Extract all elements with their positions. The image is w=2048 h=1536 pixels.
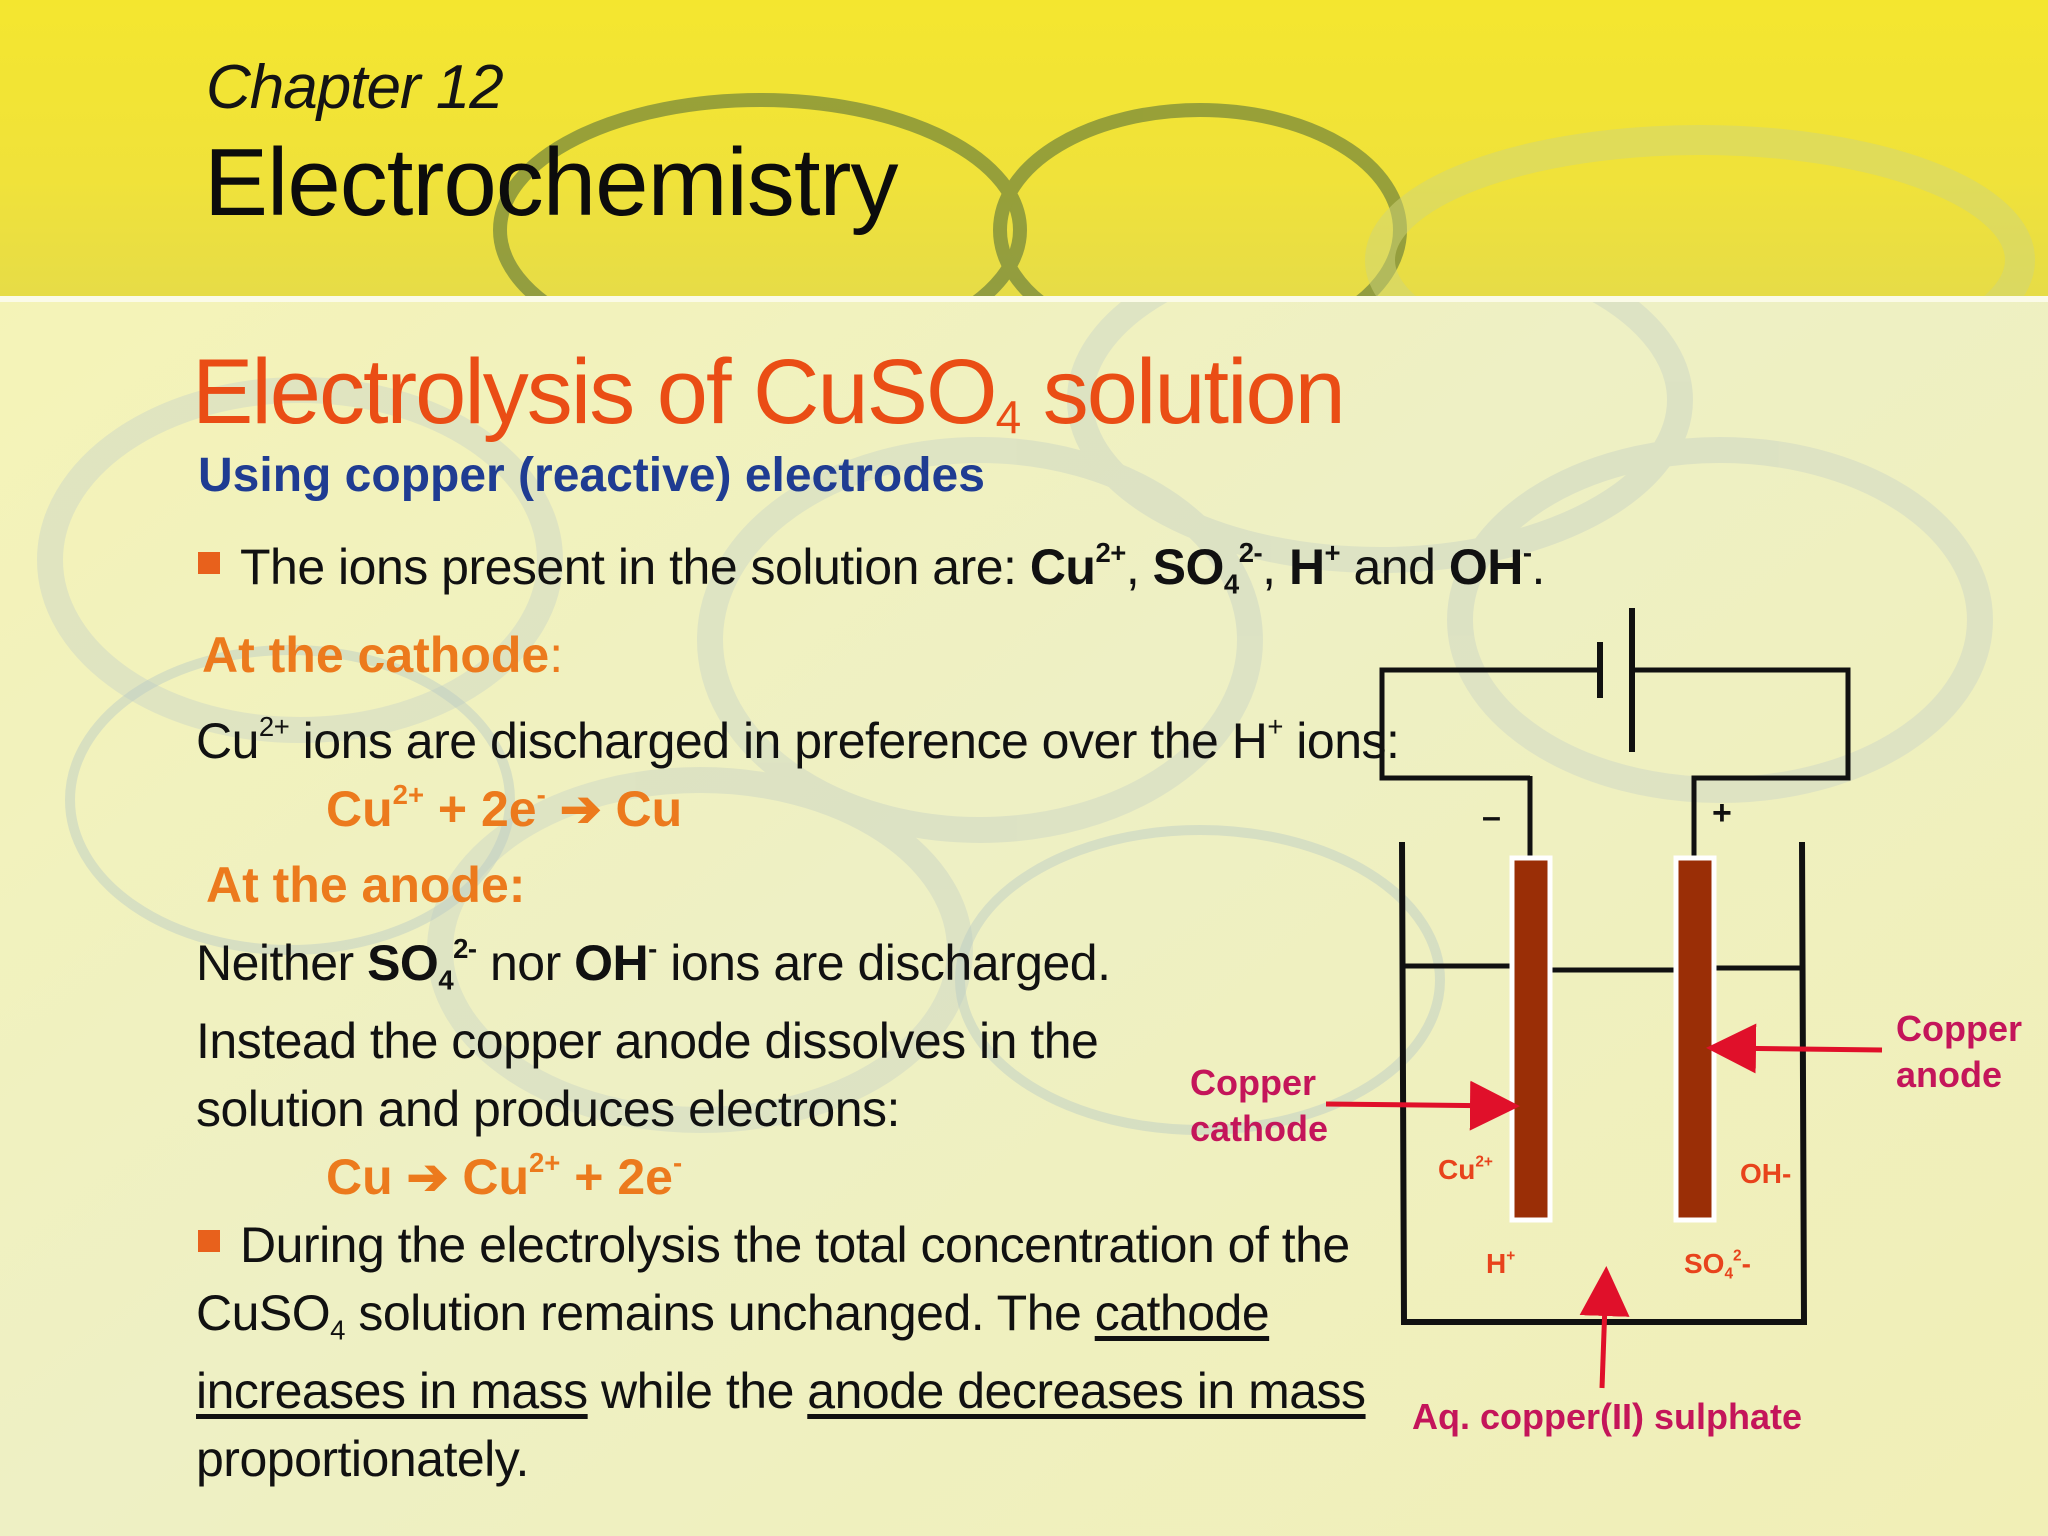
- slide-heading: Electrolysis of CuSO4 solution: [192, 341, 1346, 443]
- slide-subheading: Using copper (reactive) electrodes: [198, 449, 985, 502]
- bullet-concentration-line-4: proportionately.: [196, 1431, 529, 1487]
- cathode-equation: Cu2+ + 2e- ➔ Cu: [326, 779, 683, 837]
- label-copper-cathode: Copper cathode: [1190, 1062, 1329, 1149]
- anode-heading: At the anode:: [206, 857, 526, 913]
- bullet-concentration-line-3: increases in mass while the anode decrea…: [196, 1363, 1366, 1419]
- cathode-heading: At the cathode:: [202, 627, 564, 683]
- positive-terminal-sign: +: [1712, 794, 1732, 832]
- bullet-ions-present: The ions present in the solution are: Cu…: [198, 538, 1545, 598]
- anode-line-1: Neither SO42- nor OH- ions are discharge…: [196, 933, 1111, 996]
- bullet-concentration: During the electrolysis the total concen…: [198, 1216, 1350, 1274]
- ion-ohminus: OH-: [1740, 1158, 1792, 1189]
- anode-line-2: Instead the copper anode dissolves in th…: [196, 1013, 1099, 1069]
- anode-equation: Cu ➔ Cu2+ + 2e-: [326, 1147, 683, 1205]
- bullet-square-icon: [198, 552, 220, 574]
- ion-so4: SO42-: [1684, 1247, 1751, 1283]
- header-band: [0, 0, 2048, 298]
- bullet-concentration-line-2: CuSO4 solution remains unchanged. The ca…: [196, 1285, 1270, 1346]
- cathode-description: Cu2+ ions are discharged in preference o…: [196, 711, 1400, 769]
- ion-cu2plus: Cu2+: [1438, 1153, 1493, 1185]
- anode-line-3: solution and produces electrons:: [196, 1081, 900, 1137]
- chapter-label: Chapter 12: [206, 53, 504, 122]
- header-decoration: [493, 93, 2035, 298]
- negative-terminal-sign: –: [1482, 798, 1501, 836]
- bullet-square-icon: [198, 1230, 220, 1252]
- label-solution: Aq. copper(II) sulphate: [1412, 1396, 1803, 1437]
- chapter-title: Electrochemistry: [204, 129, 898, 236]
- label-copper-anode: Copper anode: [1896, 1008, 2022, 1095]
- header-divider: [0, 296, 2048, 302]
- ion-hplus: H+: [1486, 1247, 1516, 1279]
